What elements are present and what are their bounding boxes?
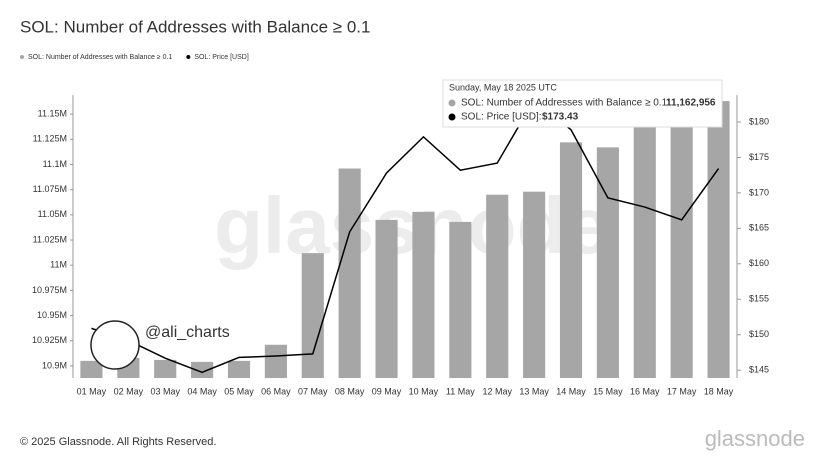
x-tick-label: 03 May — [150, 386, 180, 396]
legend-label: SOL: Number of Addresses with Balance ≥ … — [28, 54, 172, 61]
y-tick-label: 11.05M — [38, 209, 67, 219]
y-tick-label: 11.025M — [33, 234, 67, 244]
tooltip-swatch — [448, 113, 456, 121]
y-tick-label: 10.925M — [32, 335, 67, 345]
tooltip-label: SOL: Price [USD]: — [461, 112, 542, 123]
bar — [523, 191, 546, 378]
y-tick-label: 11.125M — [33, 134, 67, 144]
x-tick-label: 11 May — [446, 386, 475, 396]
y-tick-label: 11.1M — [43, 159, 67, 169]
y-tick-label: 10.975M — [32, 285, 67, 295]
legend-swatch — [20, 55, 24, 59]
x-tick-label: 08 May — [335, 386, 365, 396]
bar — [633, 120, 656, 379]
bar — [412, 211, 435, 378]
x-tick-label: 17 May — [667, 386, 697, 396]
y2-tick-label: $165 — [749, 223, 769, 233]
tooltip-label: SOL: Number of Addresses with Balance ≥ … — [461, 98, 670, 109]
tooltip — [442, 79, 723, 128]
y-tick-label: 11M — [50, 260, 67, 270]
bar — [227, 360, 251, 378]
bar — [486, 194, 509, 378]
y2-tick-label: $160 — [749, 258, 769, 268]
x-tick-label: 18 May — [704, 386, 734, 396]
bar — [301, 253, 324, 378]
y-tick-label: 11.15M — [38, 109, 67, 119]
avatar — [90, 320, 140, 370]
x-tick-label: 15 May — [593, 386, 623, 396]
plot-area: 10.9M 10.925M 10.95M 10.975M 11M 11.025M 11.05… — [20, 54, 769, 396]
x-tick-label: 07 May — [298, 386, 328, 396]
legend-label: SOL: Price [USD] — [194, 54, 249, 61]
bar — [191, 361, 214, 378]
bar — [375, 219, 398, 378]
watermark: glassnode — [214, 181, 610, 270]
x-tick-label: 09 May — [372, 386, 402, 396]
y2-tick-label: $180 — [749, 116, 769, 126]
x-tick-label: 16 May — [630, 386, 660, 396]
legend-swatch — [186, 55, 191, 59]
footer: © 2025 Glassnode. All Rights Reserved. — [20, 436, 216, 448]
bar — [264, 344, 287, 378]
tooltip-swatch — [448, 99, 456, 107]
bar — [80, 360, 103, 378]
tooltip-value: 11,162,956 — [666, 98, 716, 109]
tooltip-value: $173.43 — [542, 112, 579, 123]
x-tick-label: 04 May — [187, 386, 217, 396]
y-tick-label: 11.075M — [33, 184, 67, 194]
bar — [596, 147, 619, 378]
handle: @ali_charts — [145, 324, 230, 341]
tooltip-date: Sunday, May 18 2025 UTC — [449, 82, 557, 92]
logo: glassnode — [705, 426, 805, 451]
bar — [154, 359, 177, 378]
x-tick-label: 13 May — [519, 386, 549, 396]
y2-tick-label: $150 — [749, 329, 769, 339]
y2-tick-label: $175 — [749, 152, 769, 162]
x-tick-label: 01 May — [77, 386, 107, 396]
bar — [559, 142, 583, 378]
x-tick-label: 12 May — [482, 386, 512, 396]
y-tick-label: 10.95M — [37, 310, 67, 320]
chart-title: SOL: Number of Addresses with Balance ≥ … — [20, 17, 370, 36]
x-tick-label: 14 May — [556, 386, 586, 396]
x-tick-label: 02 May — [114, 386, 144, 396]
y2-tick-label: $170 — [749, 187, 769, 197]
y2-tick-label: $145 — [749, 365, 769, 375]
x-tick-label: 10 May — [409, 386, 439, 396]
y2-tick-label: $155 — [749, 294, 769, 304]
overlay: @ali_charts Sunday, May 18 2025 UTC SOL:… — [90, 79, 723, 370]
line — [91, 98, 720, 374]
bar — [338, 168, 361, 378]
bar — [449, 221, 472, 378]
x-tick-label: 06 May — [261, 386, 291, 396]
bar — [670, 125, 693, 378]
x-tick-label: 05 May — [224, 386, 254, 396]
y-tick-label: 10.9M — [42, 360, 67, 370]
bar — [707, 101, 730, 378]
